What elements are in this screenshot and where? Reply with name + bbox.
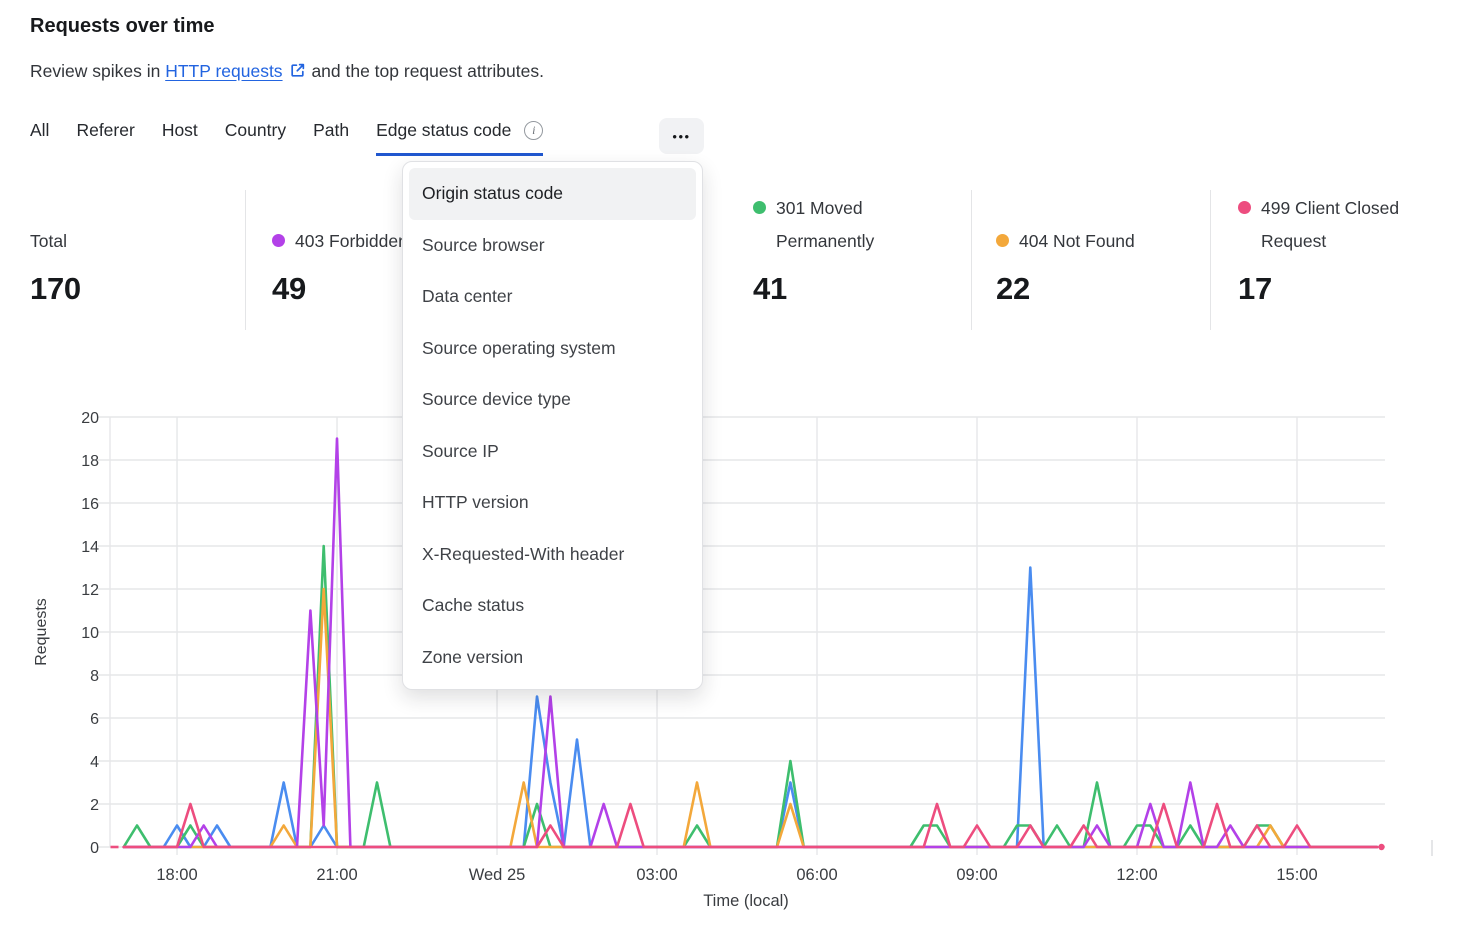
x-tick-label: 21:00	[316, 866, 357, 884]
tab-edge-status-code-label: Edge status code	[376, 120, 512, 140]
stat-499-value: 17	[1238, 271, 1272, 306]
menu-item-data-center[interactable]: Data center	[422, 286, 513, 307]
stat-403-label: 403 Forbidden	[272, 225, 472, 258]
stat-divider	[1210, 190, 1211, 330]
x-tick-label: 12:00	[1116, 866, 1157, 884]
series-line	[122, 437, 1379, 849]
y-tick-label: 10	[81, 625, 99, 642]
menu-item-source-device-type[interactable]: Source device type	[422, 389, 571, 410]
stat-404-value: 22	[996, 271, 1030, 306]
tab-edge-status-code[interactable]: Edge status code i	[376, 120, 544, 156]
y-tick-label: 4	[90, 754, 99, 771]
x-tick-label: 15:00	[1276, 866, 1317, 884]
more-tabs-button[interactable]: •••	[659, 118, 704, 154]
series-line	[122, 802, 1379, 849]
external-link-icon	[290, 63, 304, 77]
legend-dot-499	[1238, 201, 1251, 214]
stat-404-not-found: 404 Not Found 22	[996, 192, 1206, 307]
y-tick-label: 0	[90, 840, 99, 857]
page-title: Requests over time	[30, 15, 215, 37]
stat-divider	[245, 190, 246, 330]
tab-country[interactable]: Country	[224, 120, 287, 140]
stat-404-label: 404 Not Found	[996, 225, 1206, 258]
y-tick-label: 2	[90, 797, 99, 814]
menu-item-source-operating-system[interactable]: Source operating system	[422, 337, 616, 358]
legend-dot-404	[996, 234, 1009, 247]
http-requests-link[interactable]: HTTP requests	[165, 61, 283, 81]
attribute-dropdown-menu: Origin status code Source browser Data c…	[402, 161, 703, 690]
y-tick-label: 14	[81, 539, 99, 556]
y-tick-label: 18	[81, 453, 99, 470]
stat-301-label: 301 Moved Permanently	[753, 192, 915, 258]
menu-item-origin-status-code[interactable]: Origin status code	[409, 168, 696, 220]
info-icon[interactable]: i	[524, 121, 544, 140]
tab-all[interactable]: All	[30, 120, 50, 140]
menu-item-cache-status[interactable]: Cache status	[422, 595, 525, 616]
y-tick-label: 20	[81, 410, 99, 427]
page-subtitle: Review spikes in HTTP requests and the t…	[30, 61, 544, 82]
y-axis-title: Requests	[33, 598, 50, 666]
stat-total-value: 170	[30, 271, 81, 306]
x-tick-label: 18:00	[156, 866, 197, 884]
y-tick-label: 6	[90, 711, 99, 728]
series-end-dot	[1378, 843, 1385, 851]
attribute-tabs: All Referer Host Country Path Edge statu…	[30, 120, 544, 156]
stat-301-moved: 301 Moved Permanently 41	[753, 192, 915, 307]
stat-499-label: 499 Client Closed Request	[1238, 192, 1410, 258]
menu-item-source-ip[interactable]: Source IP	[422, 440, 499, 461]
stat-499-client-closed: 499 Client Closed Request 17	[1238, 192, 1410, 307]
menu-item-zone-version[interactable]: Zone version	[422, 646, 524, 667]
stat-divider	[971, 190, 972, 330]
subtitle-text-suffix: and the top request attributes.	[311, 61, 544, 81]
tab-path[interactable]: Path	[313, 120, 350, 140]
tab-host[interactable]: Host	[161, 120, 198, 140]
menu-item-x-requested-with-header[interactable]: X-Requested-With header	[422, 543, 625, 564]
stat-403-forbidden: 403 Forbidden 49	[272, 192, 472, 307]
y-tick-label: 8	[90, 668, 99, 685]
stat-403-value: 49	[272, 271, 306, 306]
legend-dot-403	[272, 234, 285, 247]
subtitle-text: Review spikes in	[30, 61, 161, 81]
menu-item-http-version[interactable]: HTTP version	[422, 492, 529, 513]
stat-total: Total 170	[30, 192, 210, 307]
stat-total-label: Total	[30, 231, 67, 251]
x-tick-label: 03:00	[636, 866, 677, 884]
legend-dot-301	[753, 201, 766, 214]
x-axis-title: Time (local)	[703, 892, 789, 910]
y-tick-label: 16	[81, 496, 99, 513]
tab-referer[interactable]: Referer	[76, 120, 135, 140]
x-tick-label: 06:00	[796, 866, 837, 884]
menu-item-source-browser[interactable]: Source browser	[422, 234, 545, 255]
x-tick-label: Wed 25	[469, 866, 526, 884]
x-tick-label: 09:00	[956, 866, 997, 884]
y-tick-label: 12	[81, 582, 99, 599]
stat-301-value: 41	[753, 271, 787, 306]
